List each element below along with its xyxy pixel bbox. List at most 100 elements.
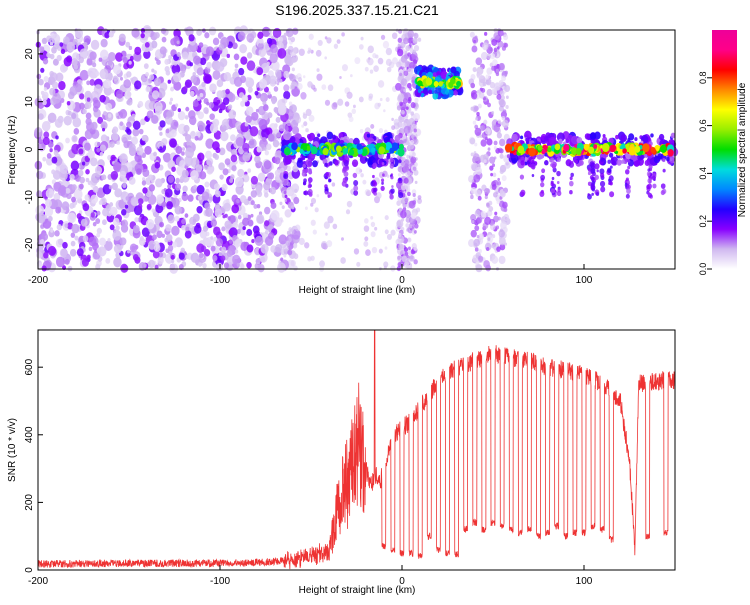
- spectrogram-cell: [262, 136, 267, 143]
- spectrogram-cell: [39, 46, 45, 53]
- spectrogram-cell: [42, 156, 47, 162]
- spectrogram-cell: [213, 226, 221, 236]
- spectrogram-cell: [208, 102, 215, 109]
- spectrogram-cell: [128, 60, 132, 65]
- spectrogram-cell: [99, 144, 107, 153]
- spectrogram-cell: [410, 212, 417, 220]
- spectrogram-cell: [134, 46, 142, 56]
- spectrogram-cell: [105, 204, 112, 212]
- spectrogram-cell: [364, 218, 369, 224]
- spectrogram-cell: [530, 163, 536, 170]
- spectrogram-cell: [291, 67, 295, 72]
- spectrogram-cell: [62, 36, 70, 45]
- snr-panel: -200 -100 0 100 0 200 400 600 Height of straig…: [7, 329, 676, 596]
- spectrogram-cell: [152, 250, 160, 259]
- spectrogram-cell: [87, 150, 95, 160]
- spectrogram-cell: [255, 184, 263, 193]
- spectrogram-cell: [401, 109, 405, 115]
- spectrogram-cell: [264, 206, 271, 215]
- spectrogram-cell: [290, 36, 296, 43]
- spectrogram-cell: [312, 160, 318, 168]
- spectrogram-cell: [379, 97, 383, 102]
- spectrogram-cell: [131, 113, 136, 119]
- spectrogram-cell: [51, 169, 56, 175]
- spectrogram-cell: [153, 70, 157, 75]
- spectrogram-cell: [157, 257, 164, 265]
- spectrogram-cell: [237, 168, 245, 178]
- spectrogram-cell: [177, 111, 186, 121]
- spectrogram-cell: [171, 225, 180, 236]
- spectrogram-cell: [77, 169, 84, 177]
- spectrogram-x-tick-label: -100: [210, 275, 230, 286]
- spectrogram-cell: [262, 100, 267, 106]
- spectrogram-cell: [398, 243, 404, 250]
- spectrogram-cell: [384, 246, 388, 250]
- spectrogram-cell: [550, 182, 554, 187]
- spectrogram-cell: [198, 262, 202, 267]
- spectrogram-cell: [410, 172, 413, 176]
- spectrogram-cell: [481, 88, 486, 93]
- spectrogram-cell: [132, 253, 139, 261]
- spectrogram-cell: [342, 158, 346, 163]
- spectrogram-cell: [230, 174, 235, 180]
- spectrogram-cell: [107, 113, 112, 118]
- spectrogram-cell: [126, 121, 132, 128]
- spectrogram-cell: [417, 195, 422, 200]
- spectrogram-cell: [263, 146, 267, 151]
- snr-y-tick-label: 400: [24, 426, 35, 443]
- spectrogram-cell: [197, 152, 205, 162]
- spectrogram-cell: [251, 111, 259, 121]
- spectrogram-cell: [155, 178, 163, 188]
- spectrogram-cell: [287, 45, 294, 53]
- spectrogram-cell: [42, 58, 49, 65]
- spectrogram-cell: [226, 53, 231, 58]
- spectrogram-cell: [235, 137, 244, 147]
- spectrogram-cell: [594, 163, 600, 170]
- spectrogram-cell: [293, 196, 300, 205]
- spectrogram-cell: [92, 185, 99, 193]
- spectrogram-cell: [284, 55, 293, 65]
- spectrogram-cell: [88, 236, 97, 247]
- spectrogram-cell: [406, 154, 410, 159]
- spectrogram-cell: [554, 143, 561, 151]
- spectrogram-cell: [292, 165, 299, 173]
- spectrogram-cell: [476, 111, 480, 117]
- spectrogram-cell: [400, 78, 408, 86]
- spectrogram-cell: [293, 253, 299, 260]
- spectrogram-cell: [324, 190, 328, 195]
- spectrogram-cell: [161, 36, 167, 43]
- spectrogram-cell: [308, 181, 311, 185]
- spectrogram-cell: [78, 56, 84, 64]
- spectrogram-cell: [47, 215, 53, 222]
- spectrogram-cell: [170, 129, 177, 138]
- spectrogram-cell: [628, 146, 636, 156]
- spectrogram-cell: [360, 173, 364, 178]
- snr-line: [37, 329, 676, 570]
- spectrogram-cell: [189, 90, 195, 97]
- spectrogram-cell: [391, 57, 398, 65]
- spectrogram-cell: [413, 162, 418, 167]
- spectrogram-cell: [51, 33, 61, 45]
- spectrogram-cell: [497, 29, 504, 37]
- spectrogram-cell: [282, 64, 291, 74]
- spectrogram-cell: [165, 115, 173, 125]
- spectrogram-cell: [346, 91, 353, 99]
- spectrogram-cell: [468, 239, 475, 247]
- spectrogram-cell: [389, 157, 394, 163]
- spectrogram-cell: [284, 147, 291, 156]
- spectrogram-cell: [255, 108, 259, 113]
- spectrogram-cell: [571, 135, 579, 145]
- spectrogram-cell: [100, 38, 108, 48]
- spectrogram-cell: [43, 251, 49, 259]
- spectrogram-cell: [385, 58, 392, 66]
- spectrogram-cell: [49, 148, 53, 153]
- spectrogram-cell: [407, 191, 411, 197]
- spectrogram-cell: [218, 162, 225, 171]
- spectrogram-cell: [174, 183, 182, 191]
- spectrogram-cell: [256, 204, 261, 209]
- spectrogram-cell: [375, 192, 382, 199]
- spectrogram-cell: [310, 219, 316, 226]
- spectrogram-cell: [600, 186, 606, 193]
- spectrogram-cell: [167, 244, 174, 252]
- spectrogram-cell: [489, 81, 496, 89]
